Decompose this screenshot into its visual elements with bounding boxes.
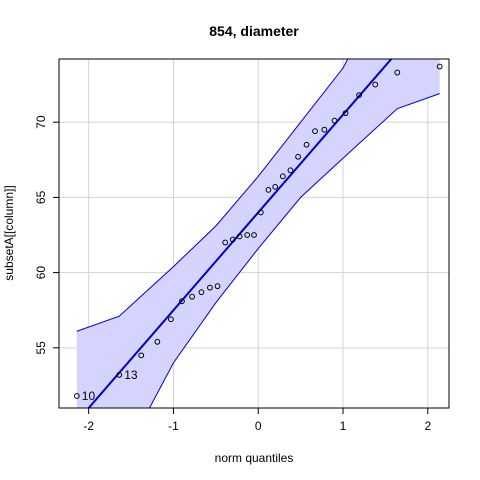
x-tick-label-3: 1 [340,419,347,433]
data-point-17 [272,183,279,190]
data-point-11 [229,236,236,243]
band-lower-edge [148,93,440,408]
data-point-26 [356,92,363,99]
data-point-10 [222,239,229,246]
data-point-7 [198,289,205,296]
data-point-21 [303,141,310,148]
data-point-27 [372,81,379,88]
data-point-25 [342,110,349,117]
data-point-0 [73,393,80,399]
data-point-13 [244,232,251,238]
x-axis: -2 -1 0 1 2 [83,408,431,433]
data-point-3 [154,338,161,345]
confidence-band [76,59,440,408]
band-upper-edge [76,59,349,332]
data-point-22 [312,128,318,135]
x-tick-label-1: -1 [168,419,179,433]
y-axis-label: subsetA[[column]] [2,185,16,280]
data-point-20 [295,153,301,160]
reference-line [87,59,393,408]
y-tick-label-1: 60 [34,266,48,280]
data-point-6 [189,293,196,300]
plot-frame [58,58,450,409]
reference-line-group [87,59,393,408]
point-annotations: 10 13 [82,368,138,403]
data-point-15 [257,209,264,216]
y-tick-label-3: 70 [34,115,48,129]
chart-title: 854, diameter [209,23,299,39]
x-tick-label-0: -2 [83,419,94,433]
x-tick-label-4: 2 [424,419,431,433]
data-point-18 [279,173,286,180]
x-tick-label-2: 0 [255,419,262,433]
y-tick-label-2: 65 [34,190,48,204]
point-annotation-1: 13 [124,368,138,382]
band-area [76,59,440,408]
data-point-29 [436,63,443,70]
data-point-5 [179,298,185,305]
x-axis-label: norm quantiles [215,451,294,465]
data-point-23 [321,126,328,133]
data-point-1 [116,372,123,378]
y-tick-label-0: 55 [34,341,48,355]
data-point-8 [207,284,213,291]
data-points [73,63,443,399]
data-point-9 [214,283,221,290]
data-point-24 [331,117,338,124]
data-point-16 [265,186,272,193]
data-point-14 [251,232,257,238]
data-point-19 [287,167,294,174]
data-point-12 [236,233,243,240]
data-point-2 [138,352,145,359]
point-annotation-0: 10 [82,389,96,403]
data-point-28 [394,69,401,76]
y-axis: 55 60 65 70 [34,115,59,355]
data-point-4 [168,316,174,323]
